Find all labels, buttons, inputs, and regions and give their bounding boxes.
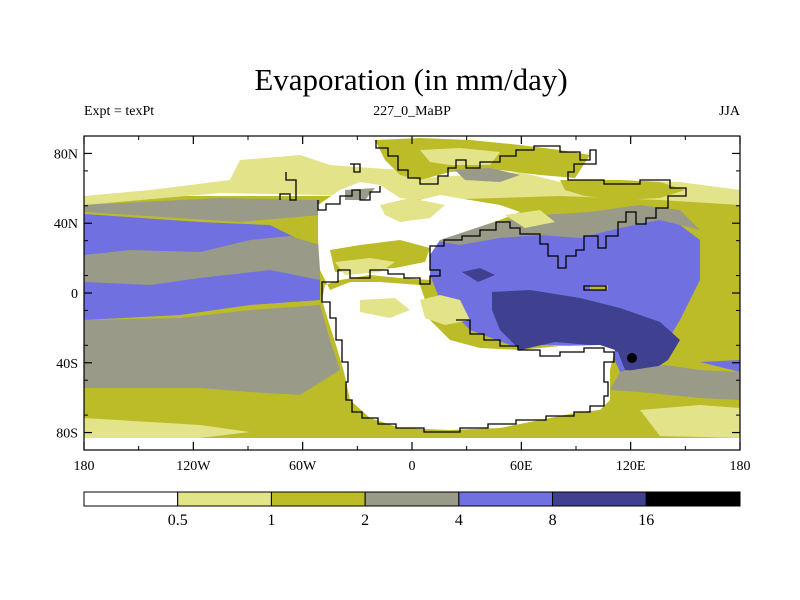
lon-tick-label: 60W <box>289 459 317 474</box>
colorbar-swatch <box>458 491 554 507</box>
lat-tick-label: 40S <box>56 357 78 372</box>
colorbar: 0.5 1 2 4 8 16 <box>83 491 741 529</box>
lon-tick-label: 60E <box>510 459 533 474</box>
latitude-axis: 80N 40N 0 40S 80S <box>54 135 740 451</box>
colorbar-swatch <box>270 491 366 507</box>
time-label: 227_0_MaBP <box>373 104 451 119</box>
lon-tick-label: 0 <box>409 459 416 474</box>
map-title: Evaporation (in mm/day) <box>254 62 567 97</box>
colorbar-swatch <box>645 491 741 507</box>
lon-tick-label: 120W <box>176 459 211 474</box>
colorbar-swatch <box>552 491 647 507</box>
colorbar-swatch <box>364 491 460 507</box>
lat-tick-label: 40N <box>54 217 78 232</box>
season-label: JJA <box>719 104 741 119</box>
lat-tick-label: 80N <box>54 147 78 162</box>
colorbar-swatch <box>83 491 179 507</box>
longitude-axis: 180 120W 60W 0 60E 120E 180 <box>74 136 751 474</box>
lon-tick-label: 180 <box>730 459 751 474</box>
experiment-label: Expt = texPt <box>84 104 154 119</box>
coastline <box>279 140 687 433</box>
colorbar-label: 16 <box>638 512 654 529</box>
colorbar-label: 2 <box>361 512 369 529</box>
lon-tick-label: 120E <box>616 459 646 474</box>
lon-tick-label: 180 <box>74 459 95 474</box>
evaporation-field <box>84 136 740 450</box>
colorbar-swatch <box>177 491 272 507</box>
lat-tick-label: 0 <box>71 287 78 302</box>
colorbar-label: 0.5 <box>168 512 188 529</box>
colorbar-label: 1 <box>267 512 275 529</box>
colorbar-label: 4 <box>455 512 463 529</box>
lat-tick-label: 80S <box>56 427 78 442</box>
colorbar-label: 8 <box>549 512 557 529</box>
